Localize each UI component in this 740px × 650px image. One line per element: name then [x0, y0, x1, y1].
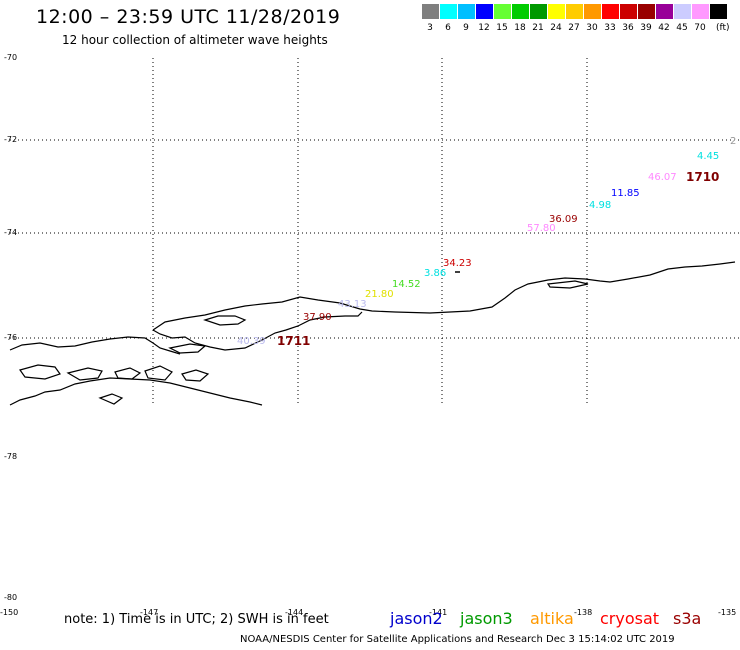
legend-label: 6 [445, 23, 451, 33]
graticule [10, 58, 740, 405]
obs-value: 46.07 [648, 172, 677, 183]
legend-label: 39 [640, 23, 652, 33]
obs-value: 3.86 [424, 268, 447, 279]
obs-value: 11.85 [611, 188, 640, 199]
legend-swatch [566, 4, 584, 19]
lat-label-76: -76 [4, 333, 18, 342]
obs-value: 40.39 [237, 336, 266, 347]
obs-value: 37.90 [303, 312, 332, 323]
ice-shelf-front [152, 261, 736, 331]
ice-island-6 [144, 365, 173, 381]
obs-value: 14.52 [392, 279, 421, 290]
legend-label: 15 [496, 23, 508, 33]
legend-label: 36 [622, 23, 634, 33]
legend-swatch [710, 4, 728, 19]
obs-value: 4.45 [697, 151, 720, 162]
satellite-legend-s3a: s3a [673, 609, 702, 628]
coast-outline-left [9, 336, 181, 355]
lon-label-138: -138 [574, 608, 593, 617]
footnote: note: 1) Time is in UTC; 2) SWH is in fe… [64, 612, 329, 627]
legend-label: 3 [427, 23, 433, 33]
legend-label: 45 [676, 23, 688, 33]
legend-swatch [548, 4, 566, 19]
pass-time-label: 1710 [686, 170, 720, 184]
satellite-legend-cryosat: cryosat [600, 609, 660, 628]
lon-label-141: -141 [429, 608, 448, 617]
satellite-legend-altika: altika [530, 609, 574, 628]
legend-swatch [494, 4, 512, 19]
coast-outline-main [152, 311, 363, 351]
pass-time-label: 1711 [277, 334, 311, 348]
obs-value: 34.23 [443, 258, 472, 269]
map-subtitle: 12 hour collection of altimeter wave hei… [62, 33, 328, 47]
ice-island-7 [181, 369, 210, 382]
legend-swatch [620, 4, 638, 19]
legend-swatch [602, 4, 620, 19]
legend-swatch [656, 4, 674, 19]
legend-swatch [638, 4, 656, 19]
obs-value: 4.98 [589, 200, 612, 211]
lat-label-70: -70 [4, 53, 18, 62]
legend-label: 9 [463, 23, 469, 33]
legend-label: 70 [694, 23, 706, 33]
legend-swatch [422, 4, 440, 19]
satellite-legend-jason3: jason3 [460, 609, 513, 628]
coastline [9, 261, 736, 406]
legend-label: 18 [514, 23, 526, 33]
lon-label-144: -144 [285, 608, 304, 617]
legend-label: 24 [550, 23, 562, 33]
legend-label: 27 [568, 23, 580, 33]
lat-label-80: -80 [4, 593, 18, 602]
obs-value: 57.80 [527, 223, 556, 234]
ice-island-1 [203, 315, 247, 326]
lon-label-147: -147 [140, 608, 159, 617]
legend-label: 21 [532, 23, 544, 33]
ice-island-8 [98, 393, 124, 405]
legend-swatch [530, 4, 548, 19]
legend-swatch [440, 4, 458, 19]
map-title: 12:00 – 23:59 UTC 11/28/2019 [36, 6, 341, 28]
lat-label-72: -72 [4, 135, 18, 144]
legend-swatch [674, 4, 692, 19]
ice-island-5 [114, 367, 142, 380]
legend-swatch [476, 4, 494, 19]
obs-value: 43.13 [338, 299, 367, 310]
legend-swatch [512, 4, 530, 19]
obs-value: 21.80 [365, 289, 394, 300]
legend-label: 30 [586, 23, 598, 33]
legend-swatch [692, 4, 710, 19]
lat-label-78: -78 [4, 452, 18, 461]
lat-label-74: -74 [4, 228, 18, 237]
legend-swatch [458, 4, 476, 19]
satellite-legend-jason2: jason2 [390, 609, 443, 628]
legend-swatch [584, 4, 602, 19]
legend-label: 33 [604, 23, 616, 33]
legend-unit: (ft) [716, 23, 730, 33]
obs-value: 36.09 [549, 214, 578, 225]
legend-label: 12 [478, 23, 490, 33]
legend-label: 42 [658, 23, 670, 33]
ice-island-2 [168, 343, 207, 354]
lon-label-135: -135 [718, 608, 737, 617]
ice-island-9 [546, 280, 589, 289]
ice-island-3 [19, 364, 61, 380]
ice-island-4 [66, 367, 103, 381]
obs-value: 2 [730, 136, 737, 147]
credit-line: NOAA/NESDIS Center for Satellite Applica… [240, 634, 675, 645]
lon-label-150: -150 [0, 608, 19, 617]
coast-outline-lower [9, 377, 263, 406]
